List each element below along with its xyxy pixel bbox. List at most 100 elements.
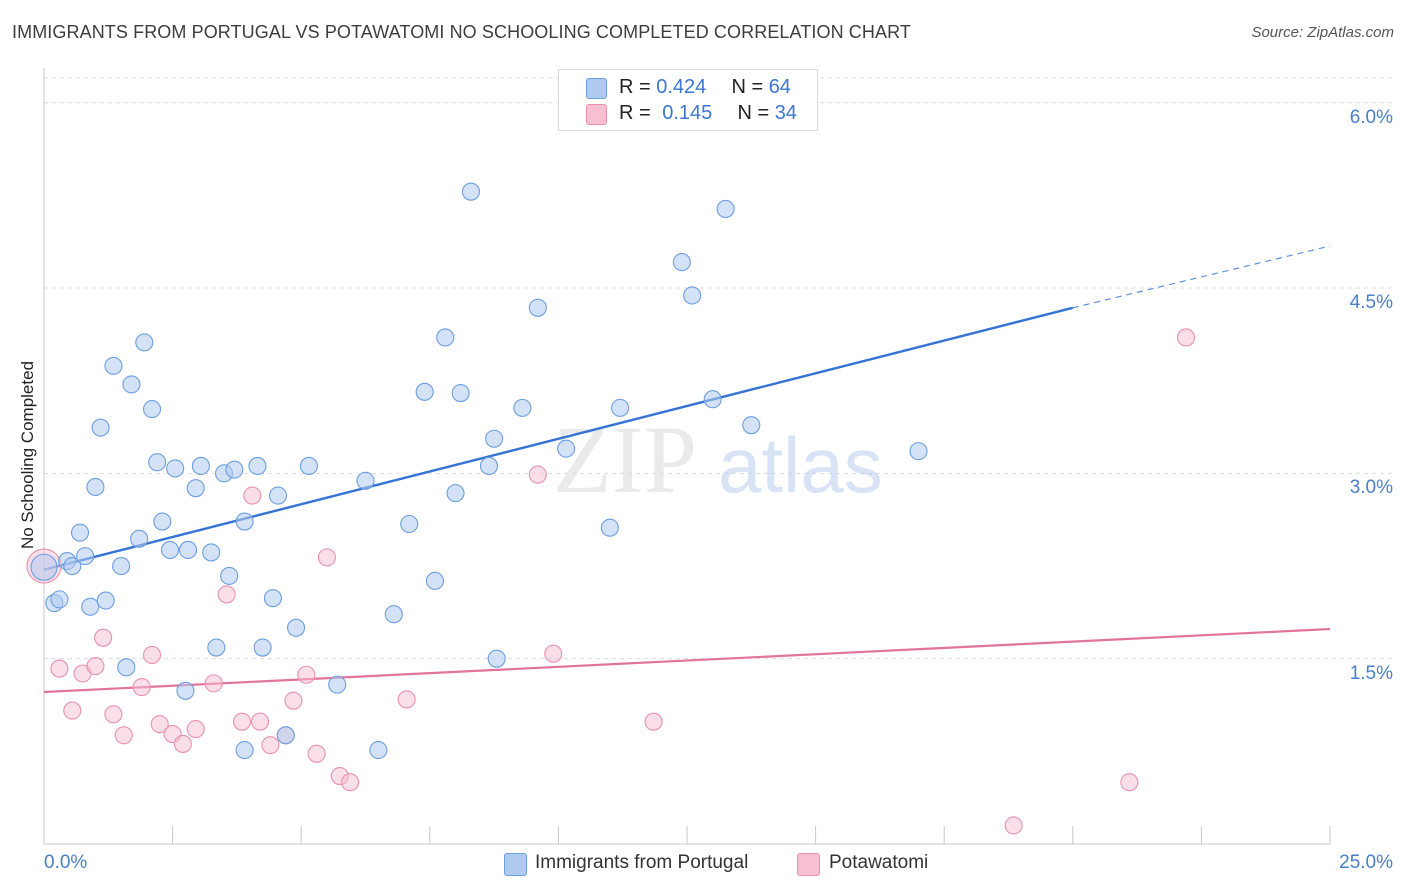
portugal-trend-extension [1072,245,1331,309]
portugal-point [742,416,761,435]
y-tick-label: 3.0% [1349,477,1393,499]
portugal-trend-line [43,306,1074,571]
potawatomi-point [1176,328,1196,347]
portugal-point [299,456,318,475]
portugal-point [135,333,154,352]
portugal-point [112,556,131,576]
portugal-point [356,471,375,490]
bottom-legend-swatch-portugal [504,853,527,876]
legend-row-potawatomi: R = 0.145 N = 34 [619,102,797,126]
potawatomi-point [250,712,270,731]
legend-n-value: 64 [768,76,791,98]
potawatomi-point [317,548,336,567]
potawatomi-point [1120,773,1139,792]
portugal-point [220,566,239,585]
portugal-point [287,618,306,637]
portugal-point [683,286,702,305]
potawatomi-point [114,726,133,745]
potawatomi-point [297,665,316,684]
portugal-point [487,649,506,668]
portugal-point [485,429,504,448]
watermark-atlas: atlas [718,421,883,509]
legend-swatch-portugal [586,78,607,99]
legend-n-label: N = [737,102,770,124]
portugal-point [716,199,735,219]
portugal-point [611,398,630,417]
portugal-point [96,591,115,610]
portugal-point [191,456,210,475]
potawatomi-point [50,659,69,678]
portugal-point [86,477,105,496]
potawatomi-point [261,736,280,755]
chart-title: IMMIGRANTS FROM PORTUGAL VS POTAWATOMI N… [12,22,911,42]
portugal-points [30,182,928,760]
portugal-point [70,523,90,542]
portugal-point [415,382,434,401]
portugal-point [400,514,419,534]
legend-r-label: R = [619,76,651,98]
portugal-point [235,741,254,760]
axes [43,68,1331,845]
bottom-legend-label-portugal: Immigrants from Portugal [535,852,749,873]
portugal-point [50,590,69,609]
potawatomi-point [63,701,82,720]
bottom-legend-label-potawatomi: Potawatomi [829,852,929,873]
portugal-point [672,253,691,272]
legend-r-value: 0.424 [656,76,707,98]
y-tick-label: 1.5% [1349,662,1393,684]
legend-row-portugal: R = 0.424 N = 64 [619,76,791,100]
potawatomi-point [204,674,223,693]
portugal-point [446,484,465,503]
potawatomi-point [94,628,113,647]
potawatomi-point [243,486,262,505]
portugal-point [436,328,455,347]
portugal-point [425,571,444,590]
correlation-legend: R = 0.424 N = 64 R = 0.145 N = 34 [558,69,818,131]
portugal-point [153,512,172,531]
potawatomi-point [528,465,547,484]
trend-lines [43,245,1331,694]
portugal-point [384,605,403,624]
portugal-point [130,529,149,548]
potawatomi-point [397,690,416,709]
potawatomi-point [86,657,105,676]
portugal-point [513,398,532,417]
bottom-legend-swatch-potawatomi [797,853,820,876]
portugal-point [703,390,722,409]
source-credit: Source: ZipAtlas.com [1251,24,1394,41]
portugal-point [122,375,141,394]
portugal-point [248,456,267,475]
portugal-point [263,589,282,608]
portugal-point [369,741,388,760]
portugal-point [253,638,272,657]
portugal-point [176,681,195,700]
portugal-point [63,556,82,576]
portugal-point [186,479,205,498]
portugal-point [207,638,226,657]
potawatomi-trend-line [43,627,1331,694]
legend-n-value: 34 [774,102,797,124]
portugal-point [461,182,481,201]
portugal-point [479,456,499,475]
potawatomi-point [217,585,236,604]
portugal-point [148,453,167,472]
potawatomi-point [142,645,162,665]
portugal-point [104,356,123,375]
legend-n-label: N = [731,76,764,98]
portugal-point [451,383,470,403]
potawatomi-point [544,644,563,663]
portugal-point [909,442,928,461]
potawatomi-point [644,712,663,731]
legend-swatch-potawatomi [586,104,607,125]
portugal-point [235,512,254,531]
potawatomi-points [26,328,1196,835]
portugal-point [328,675,347,694]
portugal-point [528,298,547,317]
portugal-point [76,547,95,566]
portugal-point [30,553,58,581]
portugal-point [166,459,185,478]
portugal-point [269,486,288,505]
portugal-point [178,540,198,560]
y-tick-label: 6.0% [1349,106,1393,128]
